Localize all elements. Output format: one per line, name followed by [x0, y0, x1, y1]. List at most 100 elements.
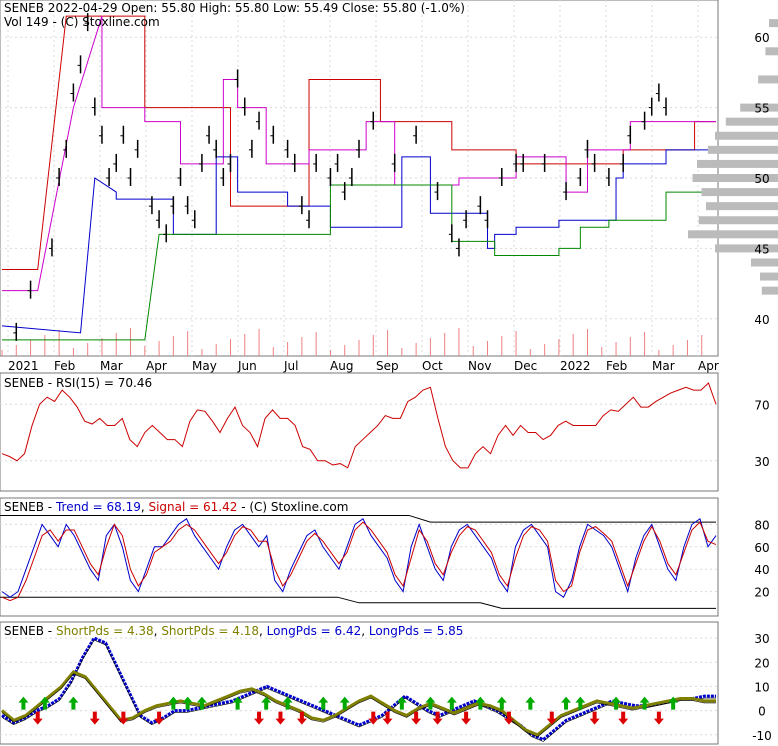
green-overlay-line [2, 184, 716, 341]
down-arrow-icon [653, 711, 664, 725]
pds-thin-line [1, 639, 716, 742]
rsi-y-ticks: 30 70 [754, 398, 769, 469]
rsi-line [1, 382, 717, 469]
pds-y-tick: 30 [754, 632, 769, 646]
price-candles [13, 13, 667, 341]
x-tick-label: Dec [514, 359, 537, 373]
x-tick-label: Jun [237, 359, 257, 373]
up-arrow-icon [196, 696, 207, 710]
up-arrow-icon [39, 696, 50, 710]
trend-panel: 20 40 60 80 SENEB - Trend = 68.19, Signal =… [0, 497, 770, 617]
x-tick-label: Mar [652, 359, 675, 373]
up-arrow-icon [496, 696, 507, 710]
price-y-tick: 45 [754, 242, 769, 256]
profile-bar [765, 47, 778, 56]
trend-y-tick: 80 [754, 518, 769, 532]
down-arrow-icon [546, 711, 557, 725]
price-frame [0, 0, 719, 357]
profile-bar [715, 244, 778, 253]
trend-series-line [1, 517, 717, 598]
trend-suffix: - (C) Stoxline.com [237, 500, 348, 514]
price-y-tick: 40 [754, 313, 769, 327]
price-y-tick: 55 [754, 102, 769, 116]
up-arrow-icon [68, 696, 79, 710]
profile-bar [715, 131, 778, 140]
down-arrow-icon [589, 711, 600, 725]
profile-bar [758, 75, 778, 84]
up-arrow-icon [168, 696, 179, 710]
longpds-series-line [1, 636, 716, 742]
trend-legend: SENEB - Trend = 68.19, Signal = 61.42 - … [4, 500, 348, 514]
long-pds-1: LongPds = 6.42 [267, 624, 362, 638]
rsi-y-tick: 30 [754, 455, 769, 469]
rsi-panel: 30 70 SENEB - RSI(15) = 70.46 [0, 372, 770, 492]
profile-bar [725, 117, 778, 126]
pds-y-ticks: 30 20 10 0 -10 [752, 632, 772, 743]
trend-y-ticks: 20 40 60 80 [754, 518, 769, 599]
rsi-y-tick: 70 [754, 398, 769, 412]
trend-lower-band [0, 596, 716, 609]
down-arrow-icon [254, 711, 265, 725]
profile-bar [751, 258, 778, 267]
down-arrow-icon [118, 711, 129, 725]
down-arrow-icon [296, 711, 307, 725]
red-overlay-line [2, 15, 716, 271]
chart-title: SENEB 2022-04-29 Open: 55.80 High: 55.80… [4, 1, 465, 15]
up-arrow-icon [425, 696, 436, 710]
trend-frame [0, 497, 719, 617]
x-tick-label: Feb [54, 359, 75, 373]
x-tick-label: 2022 [560, 359, 591, 373]
volume-profile [688, 19, 778, 295]
long-pds-2: LongPds = 5.85 [369, 624, 464, 638]
up-arrow-icon [611, 696, 622, 710]
x-tick-label: May [192, 359, 217, 373]
down-arrow-icon [618, 711, 629, 725]
down-arrow-icon [461, 711, 472, 725]
up-arrow-icon [668, 696, 679, 710]
rsi-series-line [1, 382, 717, 469]
up-arrow-icon [18, 696, 29, 710]
trend-lines [0, 514, 717, 609]
up-arrow-icon [475, 696, 486, 710]
volume-label: Vol 149 - (C) Stoxline.com [4, 15, 160, 29]
down-arrow-icon [89, 711, 100, 725]
trend-prefix: SENEB - [4, 500, 56, 514]
profile-bar [706, 202, 778, 211]
x-tick-label: Jul [283, 359, 298, 373]
down-arrow-icon [154, 711, 165, 725]
price-y-tick: 60 [754, 31, 769, 45]
x-tick-label: 2021 [8, 359, 39, 373]
pds-y-tick: -10 [752, 729, 772, 743]
trend-value: Trend = 68.19 [55, 500, 141, 514]
profile-bar [698, 216, 778, 225]
profile-bar [760, 272, 778, 281]
pds-y-tick: 10 [754, 680, 769, 694]
down-arrow-icon [32, 711, 43, 725]
profile-bar [692, 174, 778, 182]
signal-series-line [1, 521, 717, 602]
up-arrow-icon [525, 696, 536, 710]
pds-legend: SENEB - ShortPds = 4.38, ShortPds = 4.18… [4, 624, 463, 638]
down-arrow-icon [382, 711, 393, 725]
profile-bar [707, 145, 778, 154]
x-tick-label: Mar [100, 359, 123, 373]
price-panel: 40 45 50 55 60 2021 Feb Mar Apr May Jun Jul Aug Sep O… [0, 0, 778, 373]
up-arrow-icon [575, 696, 586, 710]
pds-y-tick: 0 [758, 705, 766, 719]
up-arrow-icon [446, 696, 457, 710]
profile-bar [701, 188, 778, 197]
up-arrow-icon [318, 696, 329, 710]
up-arrow-icon [339, 696, 350, 710]
x-tick-label: Apr [698, 359, 719, 373]
down-arrow-icon [275, 711, 286, 725]
profile-bar [769, 19, 778, 28]
up-arrow-icon [261, 696, 272, 710]
profile-bar [688, 230, 778, 239]
x-tick-label: Sep [376, 359, 399, 373]
x-tick-label: Aug [330, 359, 353, 373]
pds-prefix: SENEB - [4, 624, 56, 638]
profile-bar [761, 286, 778, 295]
down-arrow-icon [432, 711, 443, 725]
volume-bars [1, 328, 703, 356]
